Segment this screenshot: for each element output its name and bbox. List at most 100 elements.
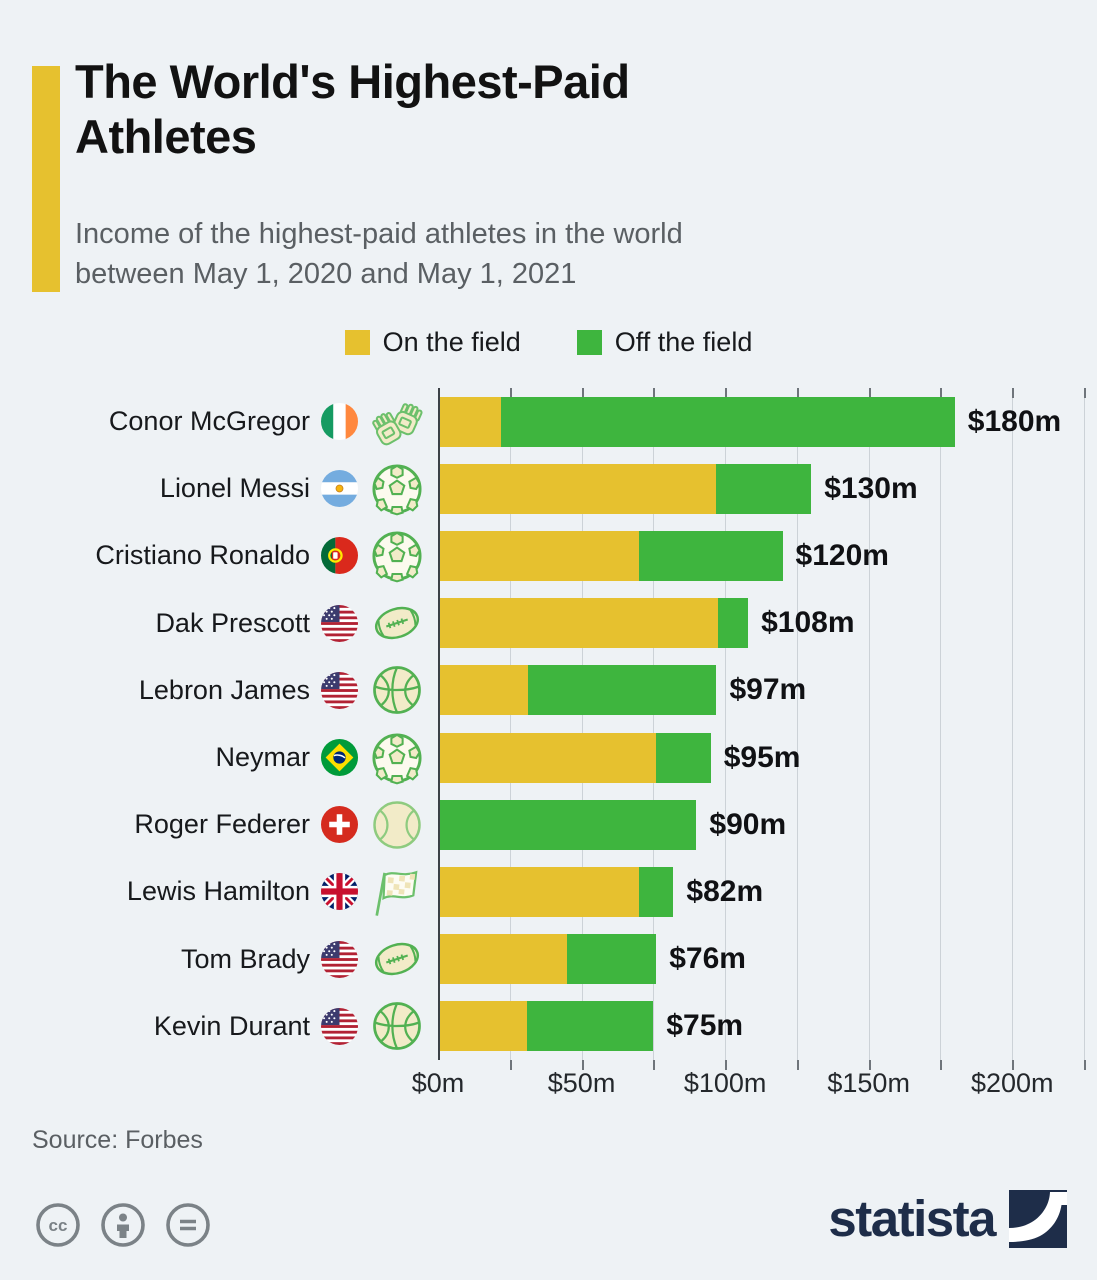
racing-flag-icon <box>369 865 425 919</box>
stacked-bar <box>438 732 711 783</box>
axis-tick <box>868 388 871 398</box>
gridlines <box>438 388 1086 1070</box>
athlete-row: Lewis Hamilton <box>0 858 1097 925</box>
athlete-row: Neymar <box>0 724 1097 791</box>
subtitle-line-2: between May 1, 2020 and May 1, 2021 <box>75 258 577 291</box>
statista-logo[interactable]: statista <box>828 1190 1067 1253</box>
value-label: $75m <box>666 1009 744 1043</box>
gridline <box>1084 388 1085 1060</box>
basketball-icon <box>369 663 425 717</box>
stacked-bar <box>438 396 955 447</box>
athlete-row: Dak Prescott <box>0 590 1097 657</box>
title-line-1: The World's Highest-Paid <box>75 55 630 108</box>
stacked-bar <box>438 934 657 985</box>
on-field-segment <box>438 1001 527 1052</box>
on-field-segment <box>438 530 639 581</box>
off-field-segment <box>528 665 717 716</box>
row-label: Dak Prescott <box>0 596 438 650</box>
uk-flag <box>321 873 358 911</box>
on-field-segment <box>438 598 718 649</box>
axis-tick <box>725 1060 728 1070</box>
value-label: $108m <box>761 606 855 640</box>
athlete-name: Dak Prescott <box>155 607 310 638</box>
svg-text:cc: cc <box>49 1216 68 1235</box>
on-field-segment <box>438 934 568 985</box>
bar-chart: Conor McGregor <box>0 388 1097 1070</box>
axis-tick <box>796 388 799 398</box>
athlete-name: Conor McGregor <box>108 406 310 437</box>
off-field-segment <box>501 396 955 447</box>
on-field-swatch <box>344 330 370 355</box>
soccer-ball-icon <box>369 731 425 785</box>
ireland-flag <box>321 403 358 441</box>
bar-line: $90m <box>438 799 1084 850</box>
american-football-icon <box>369 596 425 650</box>
athlete-name: Tom Brady <box>180 943 310 974</box>
portugal-flag <box>321 537 358 575</box>
bar-line: $108m <box>438 598 1084 649</box>
license-icons: cc <box>34 1201 212 1254</box>
bar-line: $95m <box>438 732 1084 783</box>
bar-line: $76m <box>438 934 1084 985</box>
axis-tick <box>581 388 584 398</box>
value-label: $76m <box>669 942 746 976</box>
athlete-row: Lebron James <box>0 657 1097 724</box>
bar-line: $82m <box>438 866 1084 917</box>
off-field-segment <box>527 1001 654 1052</box>
argentina-flag <box>321 470 358 508</box>
subtitle-line-1: Income of the highest-paid athletes in t… <box>75 218 683 250</box>
axis-tick <box>725 388 728 398</box>
bar-line: $75m <box>438 1001 1084 1052</box>
athlete-row: Conor McGregor <box>0 388 1097 455</box>
stacked-bar <box>438 1001 654 1052</box>
value-label: $120m <box>795 538 889 572</box>
no-derivatives-icon[interactable] <box>164 1201 212 1254</box>
x-tick-label: $0m <box>411 1068 465 1098</box>
athlete-name: Lewis Hamilton <box>126 876 310 907</box>
row-label: Lebron James <box>0 663 438 717</box>
axis-tick <box>796 1060 799 1070</box>
bar-line: $130m <box>438 463 1084 514</box>
page-title: The World's Highest-Paid Athletes <box>75 54 630 165</box>
attribution-icon[interactable] <box>99 1201 147 1254</box>
athlete-row: Lionel Messi <box>0 455 1097 522</box>
x-tick-label: $200m <box>970 1068 1054 1098</box>
athlete-name: Lionel Messi <box>159 473 310 504</box>
basketball-icon <box>369 999 425 1053</box>
stacked-bar <box>438 799 697 850</box>
legend-item-on-field: On the field <box>344 327 521 358</box>
athlete-name: Roger Federer <box>134 809 310 840</box>
legend-item-off-field: Off the field <box>576 327 752 358</box>
row-label: Neymar <box>0 731 438 785</box>
off-field-segment <box>438 799 697 850</box>
off-field-segment <box>716 463 812 514</box>
usa-flag <box>321 671 358 709</box>
off-field-swatch <box>576 330 602 355</box>
gridline <box>725 388 727 1060</box>
x-axis: $0m $50m $100m $150m $200m <box>412 1068 1084 1108</box>
row-label: Lionel Messi <box>0 462 438 516</box>
soccer-ball-icon <box>369 462 425 516</box>
axis-tick <box>940 388 943 398</box>
switzerland-flag <box>321 806 358 844</box>
stacked-bar <box>438 530 783 581</box>
stacked-bar <box>438 598 749 649</box>
stacked-bar <box>438 866 674 917</box>
value-label: $130m <box>824 471 918 505</box>
athlete-row: Cristiano Ronaldo <box>0 522 1097 589</box>
cc-icon[interactable]: cc <box>34 1201 82 1254</box>
gridline <box>581 388 583 1060</box>
axis-tick <box>653 1060 656 1070</box>
row-label: Lewis Hamilton <box>0 865 438 919</box>
value-label: $82m <box>686 874 764 908</box>
usa-flag <box>321 1007 358 1045</box>
bar-rows: Conor McGregor <box>0 388 1097 1060</box>
value-label: $90m <box>709 807 787 841</box>
title-line-2: Athletes <box>75 110 257 164</box>
stacked-bar <box>438 463 812 514</box>
axis-tick <box>653 388 656 398</box>
off-field-segment <box>638 866 674 917</box>
usa-flag <box>321 940 358 978</box>
statista-logo-mark <box>1009 1190 1067 1253</box>
